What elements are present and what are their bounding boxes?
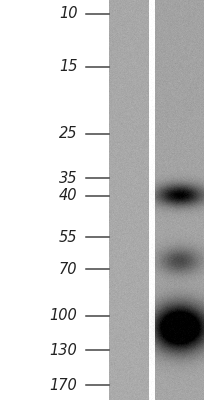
Text: 40: 40 xyxy=(59,188,78,203)
Text: 35: 35 xyxy=(59,171,78,186)
Text: 170: 170 xyxy=(50,378,78,393)
Text: 70: 70 xyxy=(59,262,78,276)
Text: 15: 15 xyxy=(59,60,78,74)
Text: 25: 25 xyxy=(59,126,78,142)
Text: 130: 130 xyxy=(50,343,78,358)
Text: 10: 10 xyxy=(59,6,78,21)
Text: 55: 55 xyxy=(59,230,78,245)
Text: 100: 100 xyxy=(50,308,78,323)
